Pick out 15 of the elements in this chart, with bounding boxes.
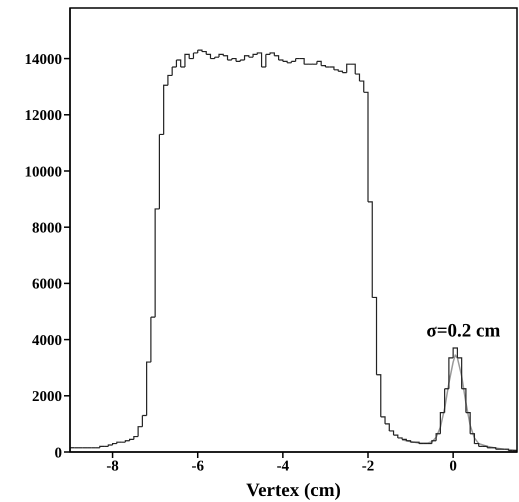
x-axis-title: Vertex (cm): [246, 480, 341, 501]
y-tick-label: 2000: [32, 389, 62, 406]
y-tick-label: 14000: [24, 52, 62, 68]
y-tick-label: 10000: [24, 164, 62, 180]
x-tick-label: -2: [362, 458, 374, 475]
annotation: σ=0.2 cm: [426, 320, 500, 342]
x-tick-label: 0: [449, 458, 457, 475]
y-tick-label: 8000: [32, 220, 62, 237]
x-tick-label: -8: [106, 458, 119, 475]
x-tick-label: -6: [191, 458, 204, 475]
y-tick-label: 0: [54, 445, 62, 462]
y-tick-label: 4000: [32, 332, 62, 349]
y-tick-label: 12000: [24, 108, 62, 124]
y-tick-label: 6000: [32, 276, 62, 293]
x-tick-label: -4: [276, 458, 290, 475]
